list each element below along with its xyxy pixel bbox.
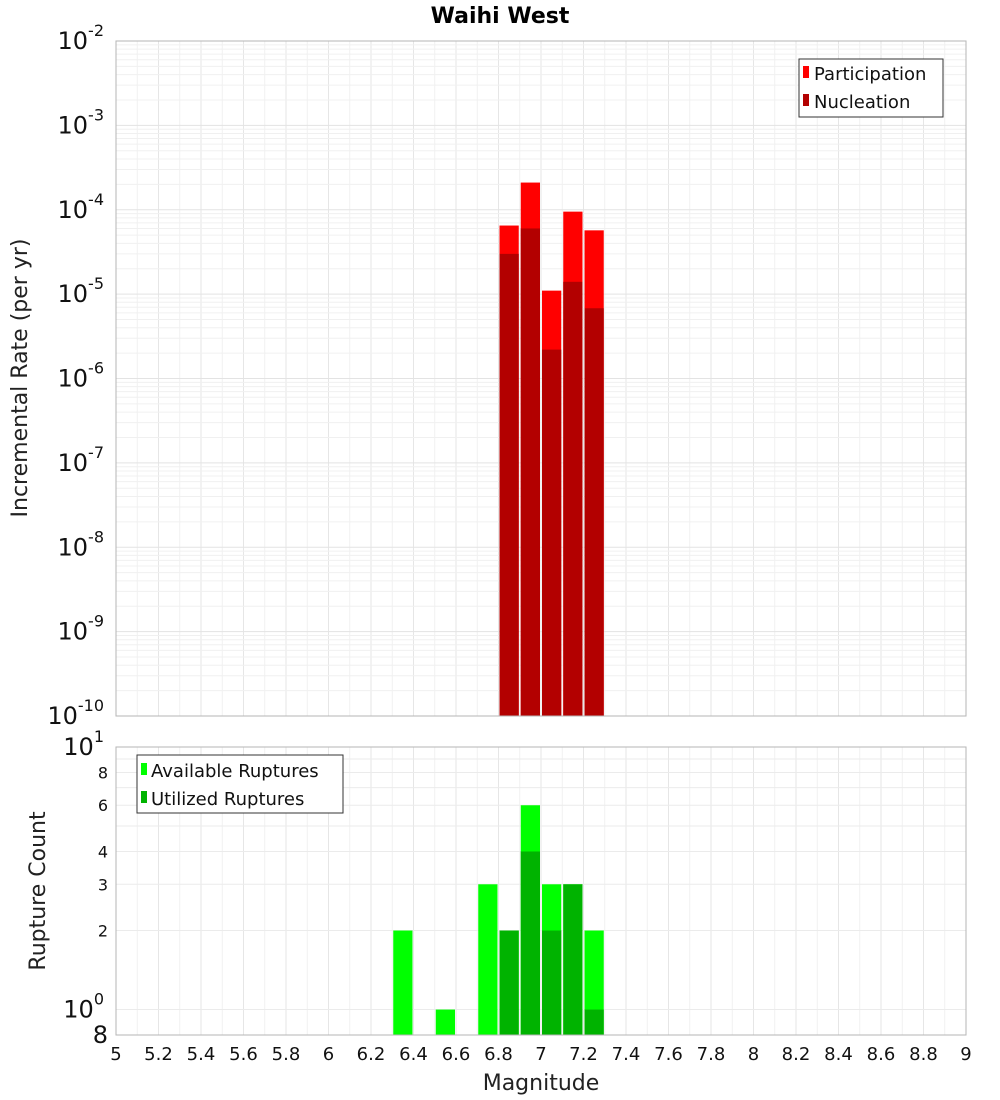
bar-nucleation xyxy=(563,281,583,716)
bar-available-ruptures xyxy=(393,930,413,1035)
x-tick-label: 8.2 xyxy=(782,1044,811,1065)
bar-nucleation xyxy=(499,253,519,716)
bottom-y-minor-tick-label: 2 xyxy=(98,922,108,941)
x-tick-label: 7.6 xyxy=(654,1044,683,1065)
x-tick-label: 5.2 xyxy=(144,1044,173,1065)
x-tick-label: 8.6 xyxy=(867,1044,896,1065)
top-grid xyxy=(115,41,967,717)
x-tick-label: 8.8 xyxy=(909,1044,938,1065)
top-y-tick-label: 10-3 xyxy=(58,105,105,139)
x-tick-label: 6.6 xyxy=(442,1044,471,1065)
legend-swatch xyxy=(803,66,809,78)
x-tick-label: 6.8 xyxy=(484,1044,513,1065)
x-tick-label: 8 xyxy=(748,1044,759,1065)
legend-entry: Utilized Ruptures xyxy=(151,789,304,810)
bar-available-ruptures xyxy=(478,884,498,1035)
top-y-tick-label: 10-7 xyxy=(58,443,105,477)
x-tick-labels: 5 5.2 5.4 5.6 5.8 6 6.2 6.4 6.6 6.8 7 7.2 7.4 7.6 7.8 8… xyxy=(110,1044,971,1065)
x-tick-label: 6 xyxy=(323,1044,334,1065)
x-tick-label: 6.4 xyxy=(399,1044,428,1065)
top-y-tick-labels: 10-2 10-3 10-4 10-5 10-6 10-7 10-8 10-9 10-10 xyxy=(47,21,104,730)
bottom-y-tick-label: 100 xyxy=(63,990,104,1024)
bottom-y-axis-label: Rupture Count xyxy=(26,811,51,971)
bar-nucleation xyxy=(542,349,562,716)
x-tick-label: 8.4 xyxy=(824,1044,853,1065)
legend-box xyxy=(136,754,344,814)
legend-swatch xyxy=(141,791,147,803)
bottom-legend: Available Ruptures Utilized Ruptures xyxy=(136,754,344,814)
legend-swatch xyxy=(141,763,147,775)
bottom-y-minor-tick-label: 6 xyxy=(98,796,108,815)
bar-nucleation xyxy=(520,228,540,716)
bottom-y-minor-tick-label: 4 xyxy=(98,842,108,861)
x-tick-label: 7 xyxy=(535,1044,546,1065)
x-tick-label: 5.6 xyxy=(229,1044,258,1065)
bottom-y-minor-tick-label: 8 xyxy=(93,1021,108,1049)
x-tick-label: 7.4 xyxy=(612,1044,641,1065)
x-tick-label: 5 xyxy=(110,1044,121,1065)
legend-entry: Available Ruptures xyxy=(151,761,319,782)
bar-available-ruptures xyxy=(435,1009,455,1035)
top-y-tick-label: 10-6 xyxy=(58,359,105,393)
x-tick-label: 6.2 xyxy=(357,1044,386,1065)
legend-entry: Nucleation xyxy=(814,92,910,113)
top-y-axis-label: Incremental Rate (per yr) xyxy=(8,239,33,518)
bottom-bars xyxy=(393,805,604,1035)
bottom-y-minor-tick-label: 8 xyxy=(98,763,108,782)
x-tick-label: 5.4 xyxy=(187,1044,216,1065)
bar-utilized-ruptures xyxy=(563,884,583,1035)
bar-available-ruptures xyxy=(584,930,604,1035)
bottom-y-minor-tick-label: 3 xyxy=(98,875,108,894)
top-y-tick-label: 10-4 xyxy=(58,190,105,224)
bar-utilized-ruptures xyxy=(584,1009,604,1035)
top-y-tick-label: 10-2 xyxy=(58,21,105,55)
bottom-y-tick-label: 101 xyxy=(63,727,104,761)
top-y-tick-label: 10-8 xyxy=(58,527,105,561)
top-bars xyxy=(499,182,604,716)
bar-utilized-ruptures xyxy=(542,930,562,1035)
top-y-tick-label: 10-10 xyxy=(47,696,104,730)
legend-swatch xyxy=(803,94,809,106)
top-y-tick-label: 10-5 xyxy=(58,274,105,308)
x-tick-label: 5.8 xyxy=(272,1044,301,1065)
bar-utilized-ruptures xyxy=(520,851,540,1035)
x-tick-label: 9 xyxy=(960,1044,971,1065)
top-y-tick-label: 10-9 xyxy=(58,612,105,646)
x-tick-label: 7.2 xyxy=(569,1044,598,1065)
top-legend: Participation Nucleation xyxy=(798,58,944,118)
top-plot-frame xyxy=(115,40,967,717)
legend-entry: Participation xyxy=(814,64,926,85)
x-axis-label: Magnitude xyxy=(483,1071,600,1096)
bar-nucleation xyxy=(584,308,604,716)
legend-box xyxy=(798,58,944,118)
bottom-plot-frame xyxy=(115,746,967,1036)
chart-title: Waihi West xyxy=(431,4,570,29)
bar-utilized-ruptures xyxy=(499,930,519,1035)
x-tick-label: 7.8 xyxy=(697,1044,726,1065)
